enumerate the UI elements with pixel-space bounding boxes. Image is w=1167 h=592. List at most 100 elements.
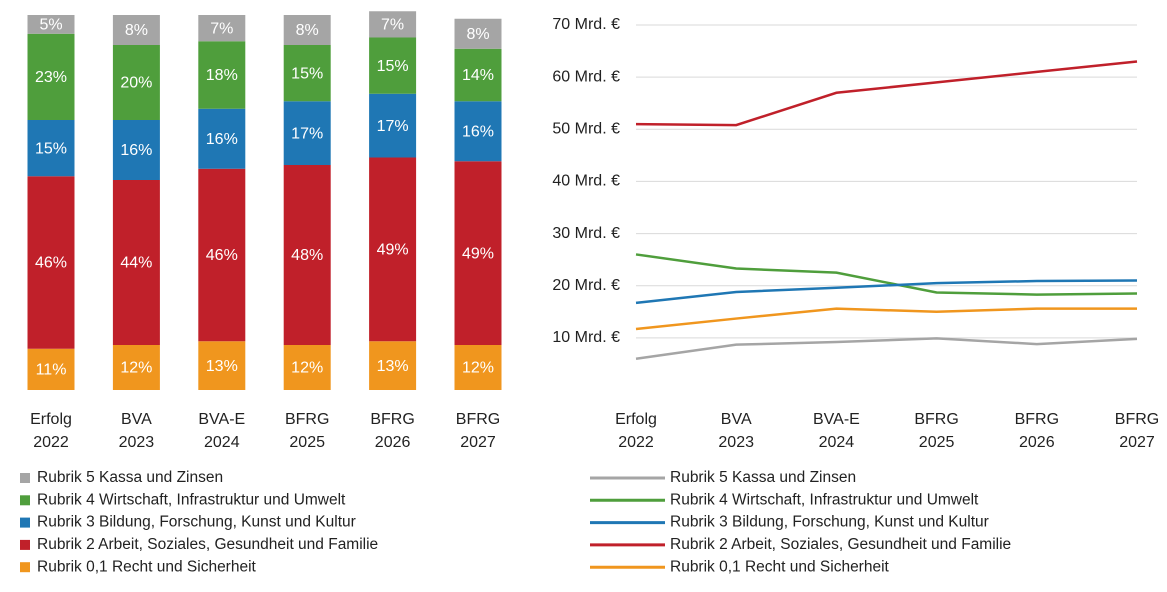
- line: [635, 60, 1138, 127]
- bar-segment: [454, 18, 502, 49]
- x-tick-label: BVA-E: [813, 411, 860, 428]
- value-label: 13%: [206, 358, 238, 375]
- bar-segment: [198, 108, 246, 169]
- x-tick-label: BFRG: [370, 411, 414, 428]
- legend-label: Rubrik 0,1 Recht und Sicherheit: [37, 558, 257, 575]
- line: [635, 279, 1138, 305]
- bar-segment: [27, 348, 75, 390]
- bar-segment: [27, 120, 75, 177]
- legend-swatch: [20, 473, 30, 483]
- y-tick-label: 20 Mrd. €: [552, 277, 620, 294]
- x-tick-label: 2024: [819, 434, 855, 451]
- x-tick-label: 2026: [1019, 434, 1055, 451]
- x-tick-label: 2026: [375, 434, 411, 451]
- x-tick-label: Erfolg: [615, 411, 657, 428]
- bar-segment: [112, 15, 160, 45]
- value-label: 23%: [35, 69, 67, 86]
- y-tick-label: 40 Mrd. €: [552, 173, 620, 190]
- bar-segment: [283, 45, 331, 102]
- bar-segment: [198, 168, 246, 342]
- legend-label: Rubrik 4 Wirtschaft, Infrastruktur und U…: [670, 491, 979, 508]
- bar-segment: [198, 41, 246, 109]
- value-label: 15%: [291, 65, 323, 82]
- value-label: 48%: [291, 247, 323, 264]
- legend-label: Rubrik 4 Wirtschaft, Infrastruktur und U…: [37, 491, 346, 508]
- bar-segment: [454, 101, 502, 162]
- bar-segment: [369, 93, 417, 158]
- value-label: 12%: [291, 360, 323, 377]
- line: [635, 253, 1138, 296]
- x-tick-label: BVA-E: [198, 411, 245, 428]
- line: [635, 307, 1137, 331]
- bar-segment: [27, 15, 75, 34]
- value-label: 20%: [120, 75, 152, 92]
- legend-label: Rubrik 3 Bildung, Forschung, Kunst und K…: [670, 514, 989, 531]
- value-label: 13%: [377, 358, 409, 375]
- bar-segment: [283, 345, 331, 390]
- value-label: 8%: [296, 22, 319, 39]
- value-label: 7%: [381, 17, 404, 34]
- value-label: 16%: [206, 131, 238, 148]
- legend-label: Rubrik 2 Arbeit, Soziales, Gesundheit un…: [37, 536, 378, 553]
- bar-segment: [454, 345, 502, 390]
- value-label: 16%: [462, 123, 494, 140]
- bar-segment: [369, 341, 417, 390]
- x-tick-label: BFRG: [914, 411, 958, 428]
- value-label: 18%: [206, 67, 238, 84]
- bar-segment: [112, 180, 160, 345]
- bar-segment: [112, 120, 160, 180]
- legend-label: Rubrik 3 Bildung, Forschung, Kunst und K…: [37, 514, 356, 531]
- bar-segment: [454, 161, 502, 345]
- bar-segment: [198, 341, 246, 390]
- value-label: 12%: [462, 360, 494, 377]
- x-tick-label: Erfolg: [30, 411, 72, 428]
- bar-segment: [283, 15, 331, 45]
- bar-segment: [112, 45, 160, 120]
- x-tick-label: 2024: [204, 434, 240, 451]
- legend-swatch: [20, 562, 30, 573]
- x-tick-label: BVA: [121, 411, 152, 428]
- x-tick-label: BVA: [721, 411, 752, 428]
- value-label: 17%: [291, 125, 323, 142]
- x-tick-label: 2022: [33, 434, 69, 451]
- line: [635, 337, 1138, 360]
- y-tick-label: 50 Mrd. €: [552, 121, 620, 138]
- y-tick-label: 10 Mrd. €: [552, 329, 620, 346]
- bar-segment: [283, 165, 331, 345]
- bar-segment: [198, 15, 246, 42]
- value-label: 7%: [210, 20, 233, 37]
- x-tick-label: BFRG: [456, 411, 500, 428]
- bar-segment: [369, 37, 417, 94]
- bar-segment: [283, 101, 331, 165]
- bar-segment: [112, 345, 160, 390]
- bar-segment: [454, 48, 502, 102]
- y-tick-label: 70 Mrd. €: [552, 16, 620, 33]
- x-tick-label: 2023: [718, 434, 754, 451]
- value-label: 12%: [120, 360, 152, 377]
- value-label: 15%: [35, 140, 67, 157]
- legend-label: Rubrik 2 Arbeit, Soziales, Gesundheit un…: [670, 536, 1011, 553]
- legend-swatch: [20, 539, 30, 550]
- legend-label: Rubrik 5 Kassa und Zinsen: [37, 469, 223, 486]
- x-tick-label: BFRG: [285, 411, 329, 428]
- legend-label: Rubrik 5 Kassa und Zinsen: [670, 469, 856, 486]
- x-tick-label: BFRG: [1115, 411, 1159, 428]
- bar-segment: [369, 11, 417, 38]
- value-label: 8%: [466, 26, 489, 43]
- value-label: 49%: [377, 242, 409, 259]
- value-label: 16%: [120, 142, 152, 159]
- x-tick-label: 2025: [919, 434, 955, 451]
- value-label: 15%: [377, 58, 409, 75]
- x-tick-label: 2027: [460, 434, 496, 451]
- x-tick-label: 2027: [1119, 434, 1155, 451]
- legend-swatch: [20, 517, 30, 528]
- x-tick-label: 2025: [289, 434, 325, 451]
- value-label: 11%: [36, 362, 67, 379]
- bar-segment: [27, 176, 75, 349]
- value-label: 44%: [120, 255, 152, 272]
- x-tick-label: 2022: [618, 434, 654, 451]
- bar-segment: [27, 33, 75, 120]
- value-label: 46%: [35, 255, 67, 272]
- value-label: 17%: [377, 118, 409, 135]
- y-tick-label: 60 Mrd. €: [552, 68, 620, 85]
